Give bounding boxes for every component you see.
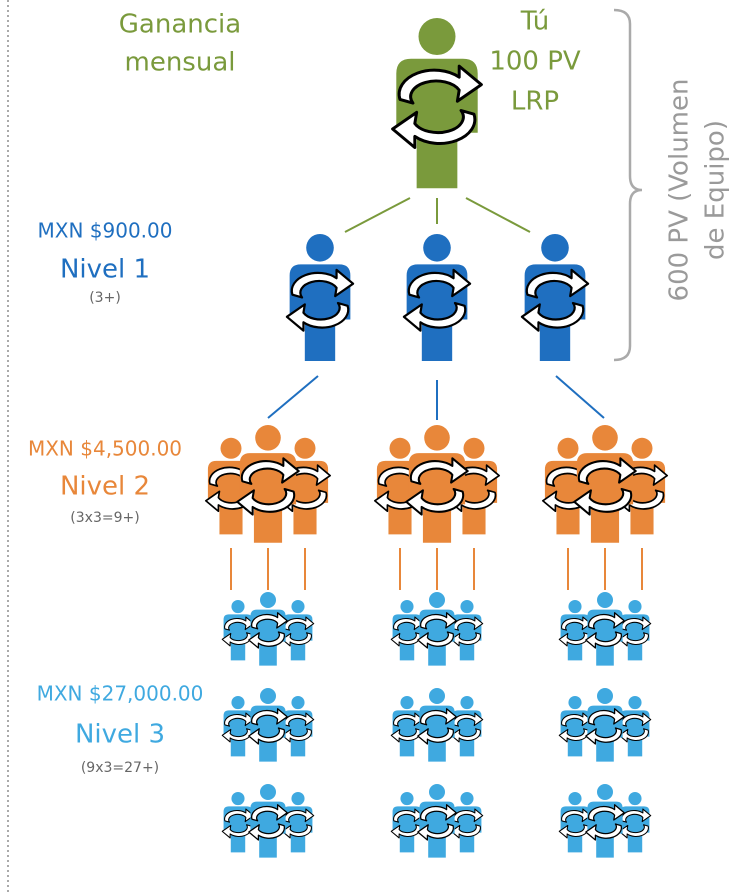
you-line: Tú: [520, 7, 549, 37]
connector: [555, 375, 605, 419]
earning: MXN $4,500.00: [28, 437, 182, 461]
connector: [267, 375, 319, 419]
person-icon: [248, 687, 288, 763]
level-1: MXN $900.00 Nivel 1 (3+): [38, 219, 173, 307]
person-icon: [585, 687, 625, 763]
person-icon: [248, 783, 288, 859]
person-icon: [405, 423, 469, 544]
person-icon: [221, 695, 255, 757]
level-name: Nivel 1: [60, 255, 150, 285]
level-name: Nivel 2: [60, 472, 150, 502]
earning: MXN $900.00: [38, 219, 173, 243]
brace: [613, 8, 643, 362]
team-volume-line: 600 PV (Volumen: [665, 79, 695, 302]
person-icon: [390, 695, 424, 757]
connector: [344, 197, 411, 233]
person-icon: [573, 423, 637, 544]
level-3: MXN $27,000.00 Nivel 3 (9x3=27+): [37, 682, 204, 777]
person-icon: [585, 783, 625, 859]
icons: [204, 16, 669, 859]
connector: [465, 197, 531, 233]
person-icon: [391, 16, 483, 190]
person-icon: [450, 695, 484, 757]
person-icon: [402, 232, 472, 363]
person-icon: [281, 599, 315, 661]
title-line: mensual: [125, 48, 236, 78]
person-icon: [236, 423, 300, 544]
person-icon: [221, 599, 255, 661]
person-icon: [558, 791, 592, 853]
team-volume-line: de Equipo): [701, 120, 731, 260]
title-line: Ganancia: [119, 10, 241, 40]
person-icon: [520, 232, 590, 363]
level-count: (9x3=27+): [81, 760, 159, 776]
person-icon: [281, 791, 315, 853]
level-name: Nivel 3: [75, 720, 165, 750]
person-icon: [618, 599, 652, 661]
header: Ganancia mensual Tú 100 PV LRP: [119, 7, 581, 117]
level-2: MXN $4,500.00 Nivel 2 (3x3=9+): [28, 437, 182, 527]
person-icon: [558, 695, 592, 757]
person-icon: [285, 232, 355, 363]
person-icon: [450, 791, 484, 853]
earning: MXN $27,000.00: [37, 682, 204, 706]
person-icon: [390, 791, 424, 853]
you-line: 100 PV: [489, 47, 581, 77]
person-icon: [618, 695, 652, 757]
person-icon: [221, 791, 255, 853]
person-icon: [417, 591, 457, 667]
person-icon: [281, 695, 315, 757]
team-volume: 600 PV (Volumen de Equipo): [665, 79, 731, 302]
you-line: LRP: [511, 87, 559, 117]
person-icon: [618, 791, 652, 853]
person-icon: [248, 591, 288, 667]
person-icon: [417, 783, 457, 859]
person-icon: [450, 599, 484, 661]
level-count: (3x3=9+): [70, 510, 139, 526]
level-count: (3+): [89, 290, 121, 306]
person-icon: [390, 599, 424, 661]
person-icon: [585, 591, 625, 667]
person-icon: [417, 687, 457, 763]
person-icon: [558, 599, 592, 661]
